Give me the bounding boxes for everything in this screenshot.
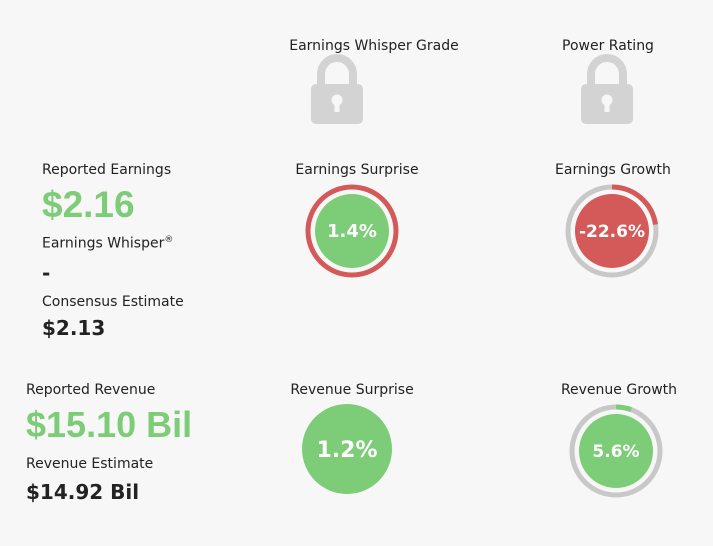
revenue-surprise-label: Revenue Surprise — [290, 382, 414, 398]
earnings-growth-gauge: -22.6% — [565, 184, 659, 278]
lock-icon — [311, 54, 363, 124]
earnings-growth-value: -22.6% — [579, 222, 645, 242]
revenue-growth-value: 5.6% — [592, 442, 639, 462]
earnings-whisper-label: Earnings Whisper® — [42, 235, 174, 252]
consensus-estimate-label: Consensus Estimate — [42, 294, 184, 310]
power-rating-label: Power Rating — [562, 38, 654, 54]
revenue-growth-arc — [569, 404, 663, 498]
earnings-surprise-gauge: 1.4% — [305, 184, 399, 278]
earnings-surprise-value: 1.4% — [327, 221, 377, 242]
lock-icon — [581, 54, 633, 124]
whisper-grade-label: Earnings Whisper Grade — [289, 38, 459, 54]
reported-revenue-value: $15.10 Bil — [26, 404, 193, 445]
earnings-growth-fill — [575, 194, 649, 268]
revenue-surprise-gauge: 1.2% — [302, 404, 392, 494]
reported-revenue-label: Reported Revenue — [26, 382, 156, 398]
revenue-surprise-value: 1.2% — [316, 438, 377, 463]
earnings-growth-label: Earnings Growth — [555, 162, 671, 178]
earnings-surprise-label: Earnings Surprise — [295, 162, 419, 178]
revenue-growth-label: Revenue Growth — [560, 382, 678, 398]
earnings-surprise-ring — [305, 184, 399, 278]
earnings-growth-arc — [565, 184, 659, 278]
revenue-estimate-value: $14.92 Bil — [26, 480, 140, 504]
revenue-surprise-fill — [302, 404, 392, 494]
revenue-estimate-label: Revenue Estimate — [26, 456, 154, 472]
earnings-surprise-fill — [315, 194, 389, 268]
earnings-whisper-value: - — [42, 261, 51, 285]
consensus-estimate-value: $2.13 — [42, 316, 106, 340]
reported-earnings-value: $2.16 — [42, 184, 135, 225]
revenue-growth-gauge: 5.6% — [569, 404, 663, 498]
revenue-growth-fill — [579, 414, 653, 488]
reported-earnings-label: Reported Earnings — [42, 162, 172, 178]
